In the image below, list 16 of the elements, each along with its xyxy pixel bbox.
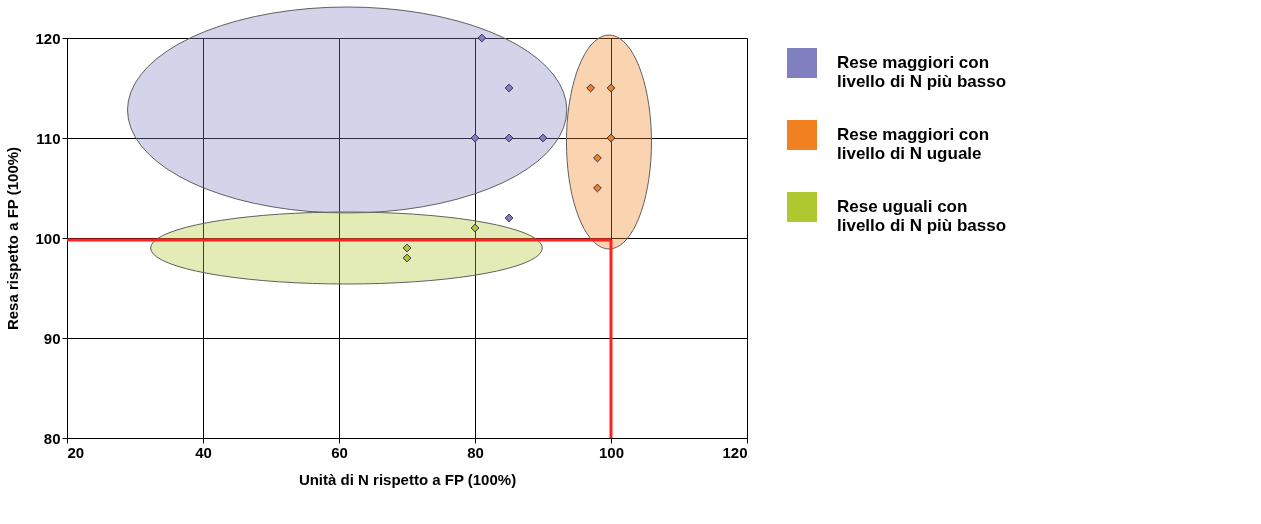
- legend-label: Rese uguali con livello di N più basso: [837, 197, 1007, 235]
- y-tick-label: 80: [43, 429, 61, 447]
- y-axis-title: Resa rispetto a FP (100%): [4, 146, 22, 331]
- x-tick-label: 120: [722, 443, 748, 461]
- y-tick-label: 100: [35, 229, 61, 247]
- x-axis-title: Unità di N rispetto a FP (100%): [298, 470, 517, 488]
- x-tick-label: 20: [67, 443, 85, 461]
- x-tick-label: 60: [331, 443, 348, 461]
- y-tick-label: 120: [35, 29, 61, 47]
- x-tick-label: 100: [598, 443, 625, 461]
- legend-label: Rese maggiori con livello di N più basso: [837, 53, 1007, 91]
- y-tick-label: 110: [36, 129, 61, 147]
- y-tick-label: 90: [43, 329, 61, 347]
- x-tick-label: 40: [195, 443, 212, 461]
- legend-label: Rese maggiori con livello di N uguale: [837, 125, 990, 163]
- x-tick-label: 80: [467, 443, 484, 461]
